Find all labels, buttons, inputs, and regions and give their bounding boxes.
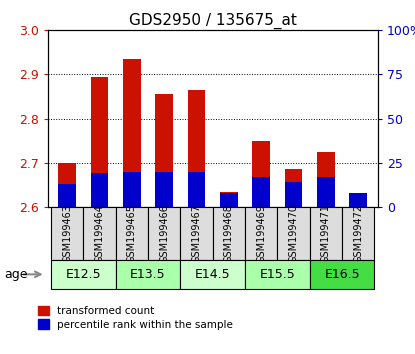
Bar: [123, 59, 141, 207]
Text: GSM199471: GSM199471: [321, 204, 331, 263]
Bar: [285, 182, 303, 207]
Bar: [123, 172, 141, 207]
Text: GSM199464: GSM199464: [95, 204, 105, 263]
Bar: [310, 260, 374, 289]
Bar: [116, 207, 148, 260]
Bar: [90, 173, 108, 207]
Bar: [317, 177, 335, 207]
Bar: [252, 141, 270, 207]
Bar: [148, 207, 181, 260]
Bar: [116, 260, 181, 289]
Text: GSM199466: GSM199466: [159, 204, 169, 263]
Bar: [51, 260, 116, 289]
Bar: [181, 207, 213, 260]
Bar: [220, 192, 238, 207]
Text: GSM199467: GSM199467: [191, 204, 202, 263]
Text: GSM199463: GSM199463: [62, 204, 72, 263]
Text: GSM199469: GSM199469: [256, 204, 266, 263]
Bar: [349, 193, 367, 207]
Bar: [245, 260, 310, 289]
Bar: [181, 260, 245, 289]
Legend: transformed count, percentile rank within the sample: transformed count, percentile rank withi…: [39, 306, 233, 330]
Bar: [188, 90, 205, 207]
Bar: [51, 207, 83, 260]
Bar: [317, 152, 335, 207]
Bar: [342, 207, 374, 260]
Bar: [245, 207, 277, 260]
Text: E14.5: E14.5: [195, 268, 230, 281]
Bar: [252, 177, 270, 207]
Title: GDS2950 / 135675_at: GDS2950 / 135675_at: [129, 12, 297, 29]
Text: E16.5: E16.5: [324, 268, 360, 281]
Text: E13.5: E13.5: [130, 268, 166, 281]
Text: age: age: [4, 268, 28, 281]
Bar: [155, 172, 173, 207]
Bar: [83, 207, 116, 260]
Bar: [310, 207, 342, 260]
Text: GSM199472: GSM199472: [353, 204, 363, 263]
Text: E12.5: E12.5: [66, 268, 101, 281]
Text: GSM199470: GSM199470: [288, 204, 298, 263]
Bar: [213, 207, 245, 260]
Bar: [349, 196, 367, 207]
Text: GSM199465: GSM199465: [127, 204, 137, 263]
Bar: [58, 184, 76, 207]
Text: E15.5: E15.5: [259, 268, 295, 281]
Bar: [188, 172, 205, 207]
Bar: [285, 170, 303, 207]
Text: GSM199468: GSM199468: [224, 204, 234, 263]
Bar: [277, 207, 310, 260]
Bar: [90, 76, 108, 207]
Bar: [155, 94, 173, 207]
Bar: [58, 163, 76, 207]
Bar: [220, 193, 238, 207]
